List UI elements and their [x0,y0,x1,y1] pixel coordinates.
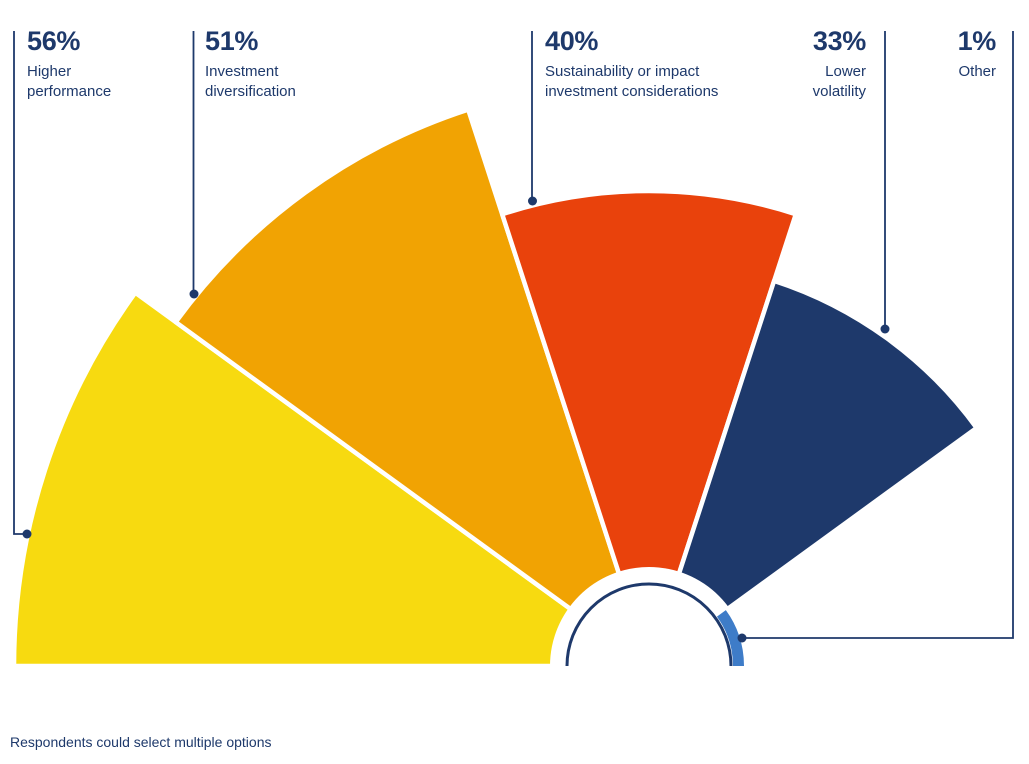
hub-ring [565,582,733,667]
callout-lower-volatility: 33% Lower volatility [756,26,867,102]
percent-value-lower-volatility: 33% [812,26,866,56]
leader-dot-sustainability [528,196,537,206]
category-label-sustainability: Sustainability or impact investment cons… [545,63,719,100]
leader-dots [22,196,890,643]
wedge-other-arc [716,610,744,667]
percent-value-higher-performance: 56% [27,26,81,56]
wedge-higher-performance [11,290,652,669]
leader-line-higher-performance [13,31,23,535]
callout-investment-diversification: 51% Investment diversification [205,27,375,102]
leader-dot-other [737,633,747,643]
percent-value-other: 1% [957,26,997,56]
leader-line-other [746,31,1014,639]
leader-lines [13,31,1014,639]
callout-other: 1% Other [906,26,997,82]
category-label-other: Other [958,63,996,80]
category-label-higher-performance: Higher performance [27,63,112,100]
callout-sustainability: 40% Sustainability or impact investment … [545,27,765,102]
percent-value-investment-diversification: 51% [205,26,259,56]
wedge-sustainability [499,188,799,669]
hub-white-disc [550,567,748,764]
leader-dot-investment-diversification [189,289,199,299]
category-label-investment-diversification: Investment diversification [205,63,296,100]
footnote: Respondents could select multiple option… [10,734,272,750]
callout-higher-performance: 56% Higher performance [27,27,187,102]
leader-dot-higher-performance [22,529,32,539]
wedge-lower-volatility [646,278,979,669]
category-label-lower-volatility: Lower volatility [812,63,866,100]
percent-value-sustainability: 40% [545,26,599,56]
leader-dot-lower-volatility [880,324,890,334]
